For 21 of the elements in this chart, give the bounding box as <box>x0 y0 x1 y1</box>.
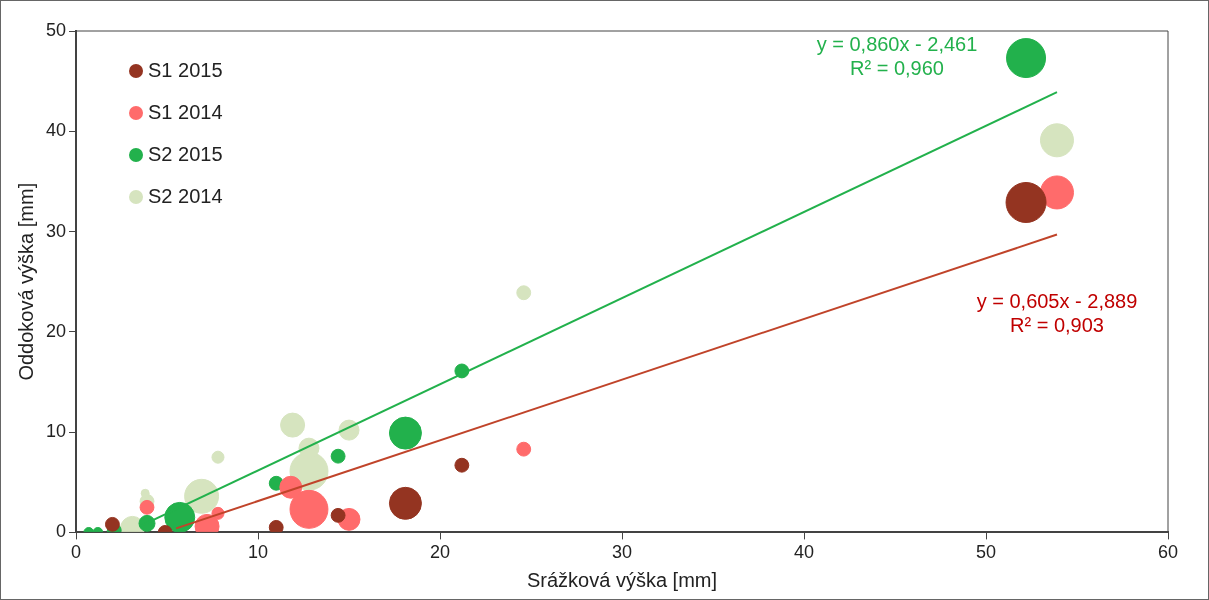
annotation: y = 0,860x - 2,461 R² = 0,960 <box>816 32 978 79</box>
y-tick-label: 0 <box>56 521 67 542</box>
x-tick-label: 10 <box>248 542 269 563</box>
legend-label: S2 2015 <box>148 142 223 165</box>
x-tick-label: 40 <box>793 542 815 563</box>
y-axis-title: Oddoková výška [mm] <box>14 182 37 381</box>
x-tick-label: 60 <box>1157 542 1179 563</box>
annotation: y = 0,605x - 2,889 R² = 0,903 <box>976 290 1138 337</box>
y-tick-label: 30 <box>45 220 67 241</box>
legend-label: S2 2014 <box>148 184 223 207</box>
x-tick-label: 30 <box>612 542 633 563</box>
y-tick-label: 50 <box>45 19 67 40</box>
x-tick-label: 0 <box>71 542 82 563</box>
x-tick-label: 50 <box>975 542 997 563</box>
x-axis-title: Srážková výška [mm] <box>526 568 718 591</box>
y-tick-label: 40 <box>45 120 67 141</box>
legend-label: S1 2014 <box>148 100 223 123</box>
y-tick-label: 10 <box>45 421 67 442</box>
y-tick-label: 20 <box>45 320 67 341</box>
x-tick-label: 20 <box>430 542 451 563</box>
legend-label: S1 2015 <box>148 58 223 81</box>
